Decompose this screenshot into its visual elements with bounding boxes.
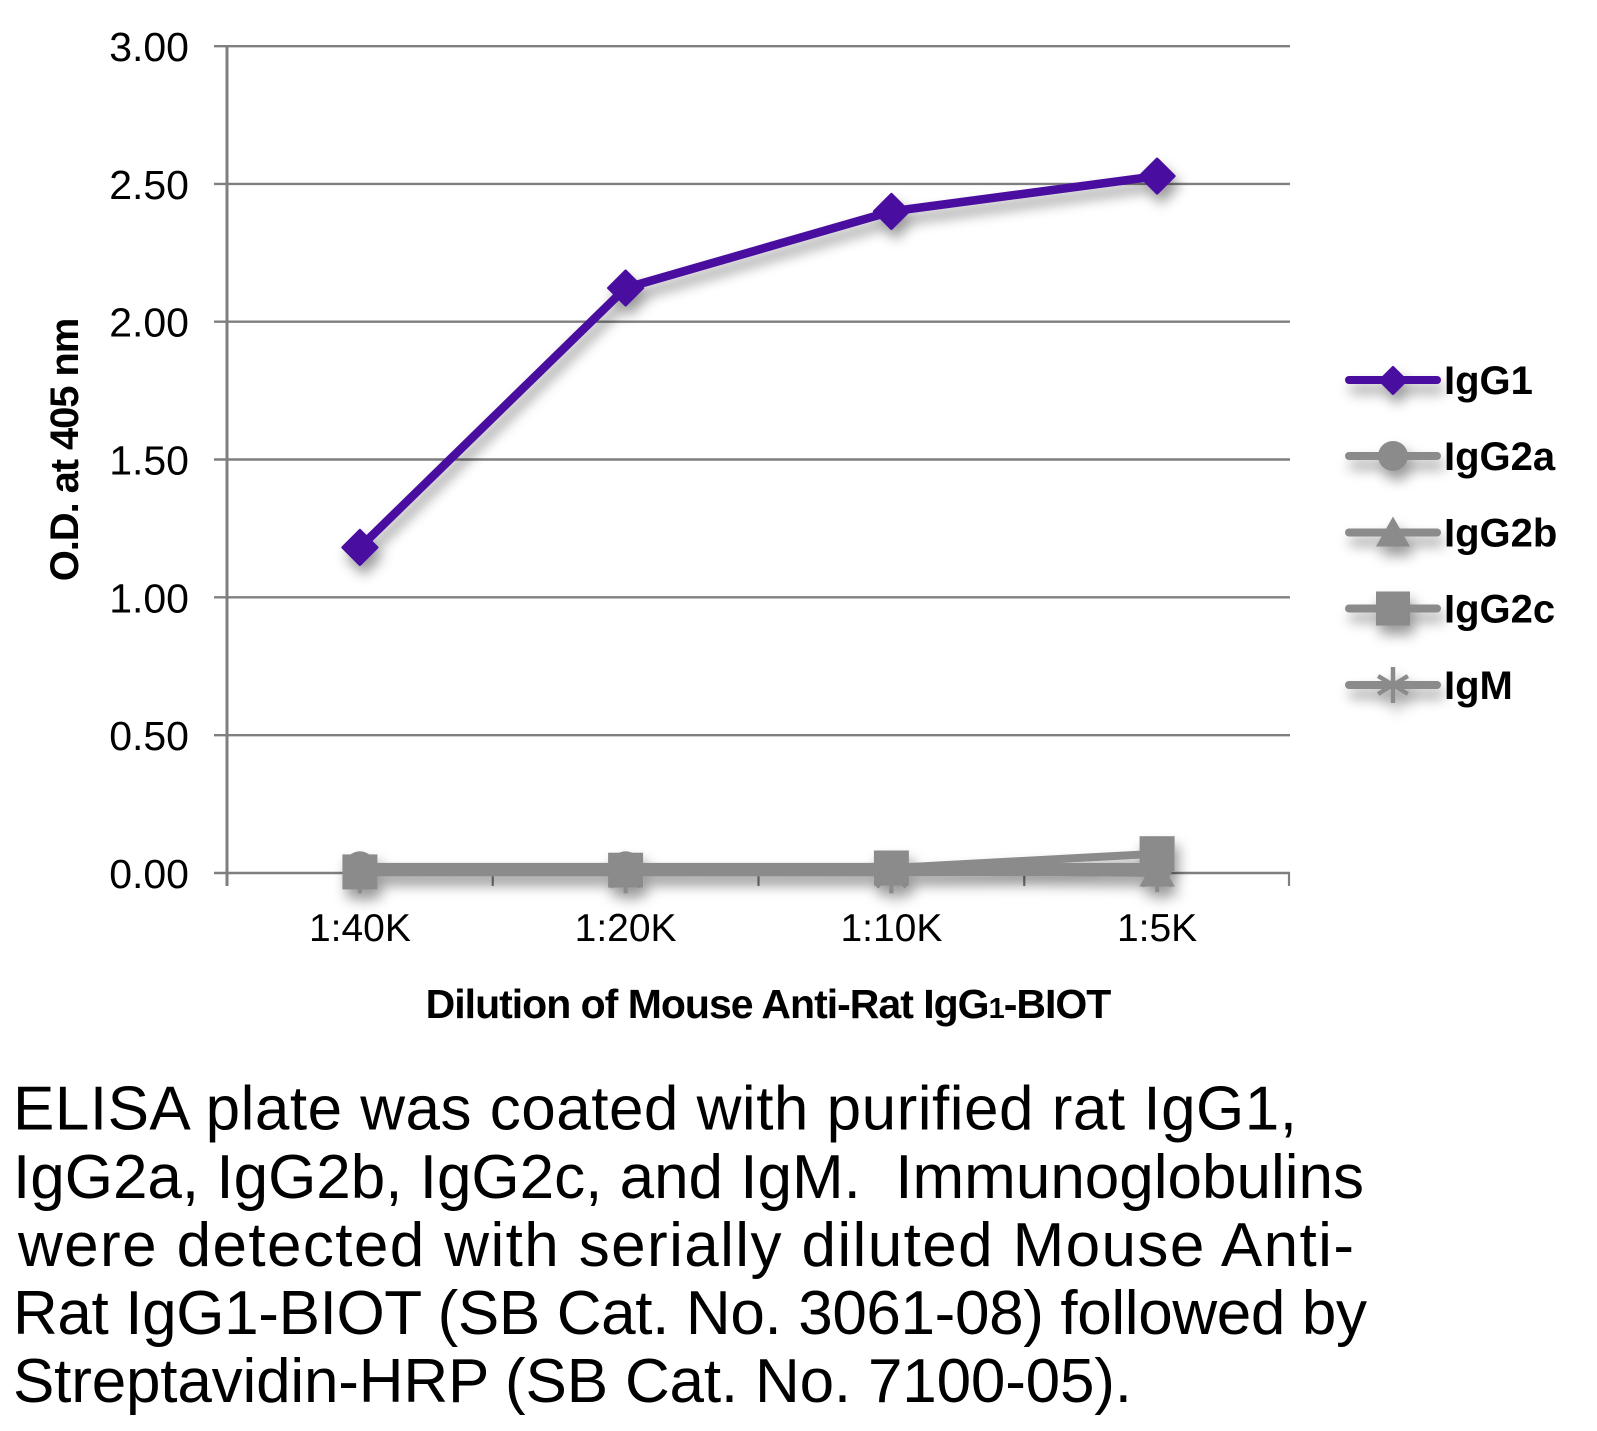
svg-text:Rat IgG1-BIOT (SB Cat. No. 306: Rat IgG1-BIOT (SB Cat. No. 3061-08) foll… (13, 1279, 1367, 1348)
svg-text:IgG2b: IgG2b (1444, 512, 1557, 556)
svg-text:Dilution of Mouse Anti-Rat IgG: Dilution of Mouse Anti-Rat IgG1-BIOT (426, 981, 1112, 1027)
svg-text:IgG2c: IgG2c (1444, 588, 1555, 632)
svg-text:0.00: 0.00 (109, 851, 189, 897)
svg-text:3.00: 3.00 (109, 24, 189, 70)
svg-text:1:40K: 1:40K (309, 907, 411, 950)
svg-text:IgG1: IgG1 (1444, 359, 1533, 403)
svg-text:1:10K: 1:10K (840, 907, 942, 950)
svg-text:2.00: 2.00 (109, 300, 189, 346)
svg-text:0.50: 0.50 (109, 713, 189, 759)
svg-text:1:5K: 1:5K (1117, 907, 1197, 950)
svg-text:IgG2a: IgG2a (1444, 435, 1556, 479)
svg-text:O.D. at 405 nm: O.D. at 405 nm (43, 319, 87, 581)
svg-text:1.00: 1.00 (109, 575, 189, 621)
svg-text:IgG2a, IgG2b, IgG2c, and IgM.: IgG2a, IgG2b, IgG2c, and IgM. Immunoglob… (13, 1143, 1364, 1212)
svg-text:2.50: 2.50 (109, 162, 189, 208)
svg-text:were detected with serially di: were detected with serially diluted Mous… (17, 1211, 1354, 1280)
svg-text:ELISA plate was coated with pu: ELISA plate was coated with purified rat… (13, 1075, 1297, 1144)
svg-text:1.50: 1.50 (109, 438, 189, 484)
svg-text:Streptavidin-HRP (SB Cat. No.: Streptavidin-HRP (SB Cat. No. 7100-05). (13, 1347, 1132, 1416)
svg-text:1:20K: 1:20K (575, 907, 677, 950)
svg-text:IgM: IgM (1444, 664, 1513, 708)
